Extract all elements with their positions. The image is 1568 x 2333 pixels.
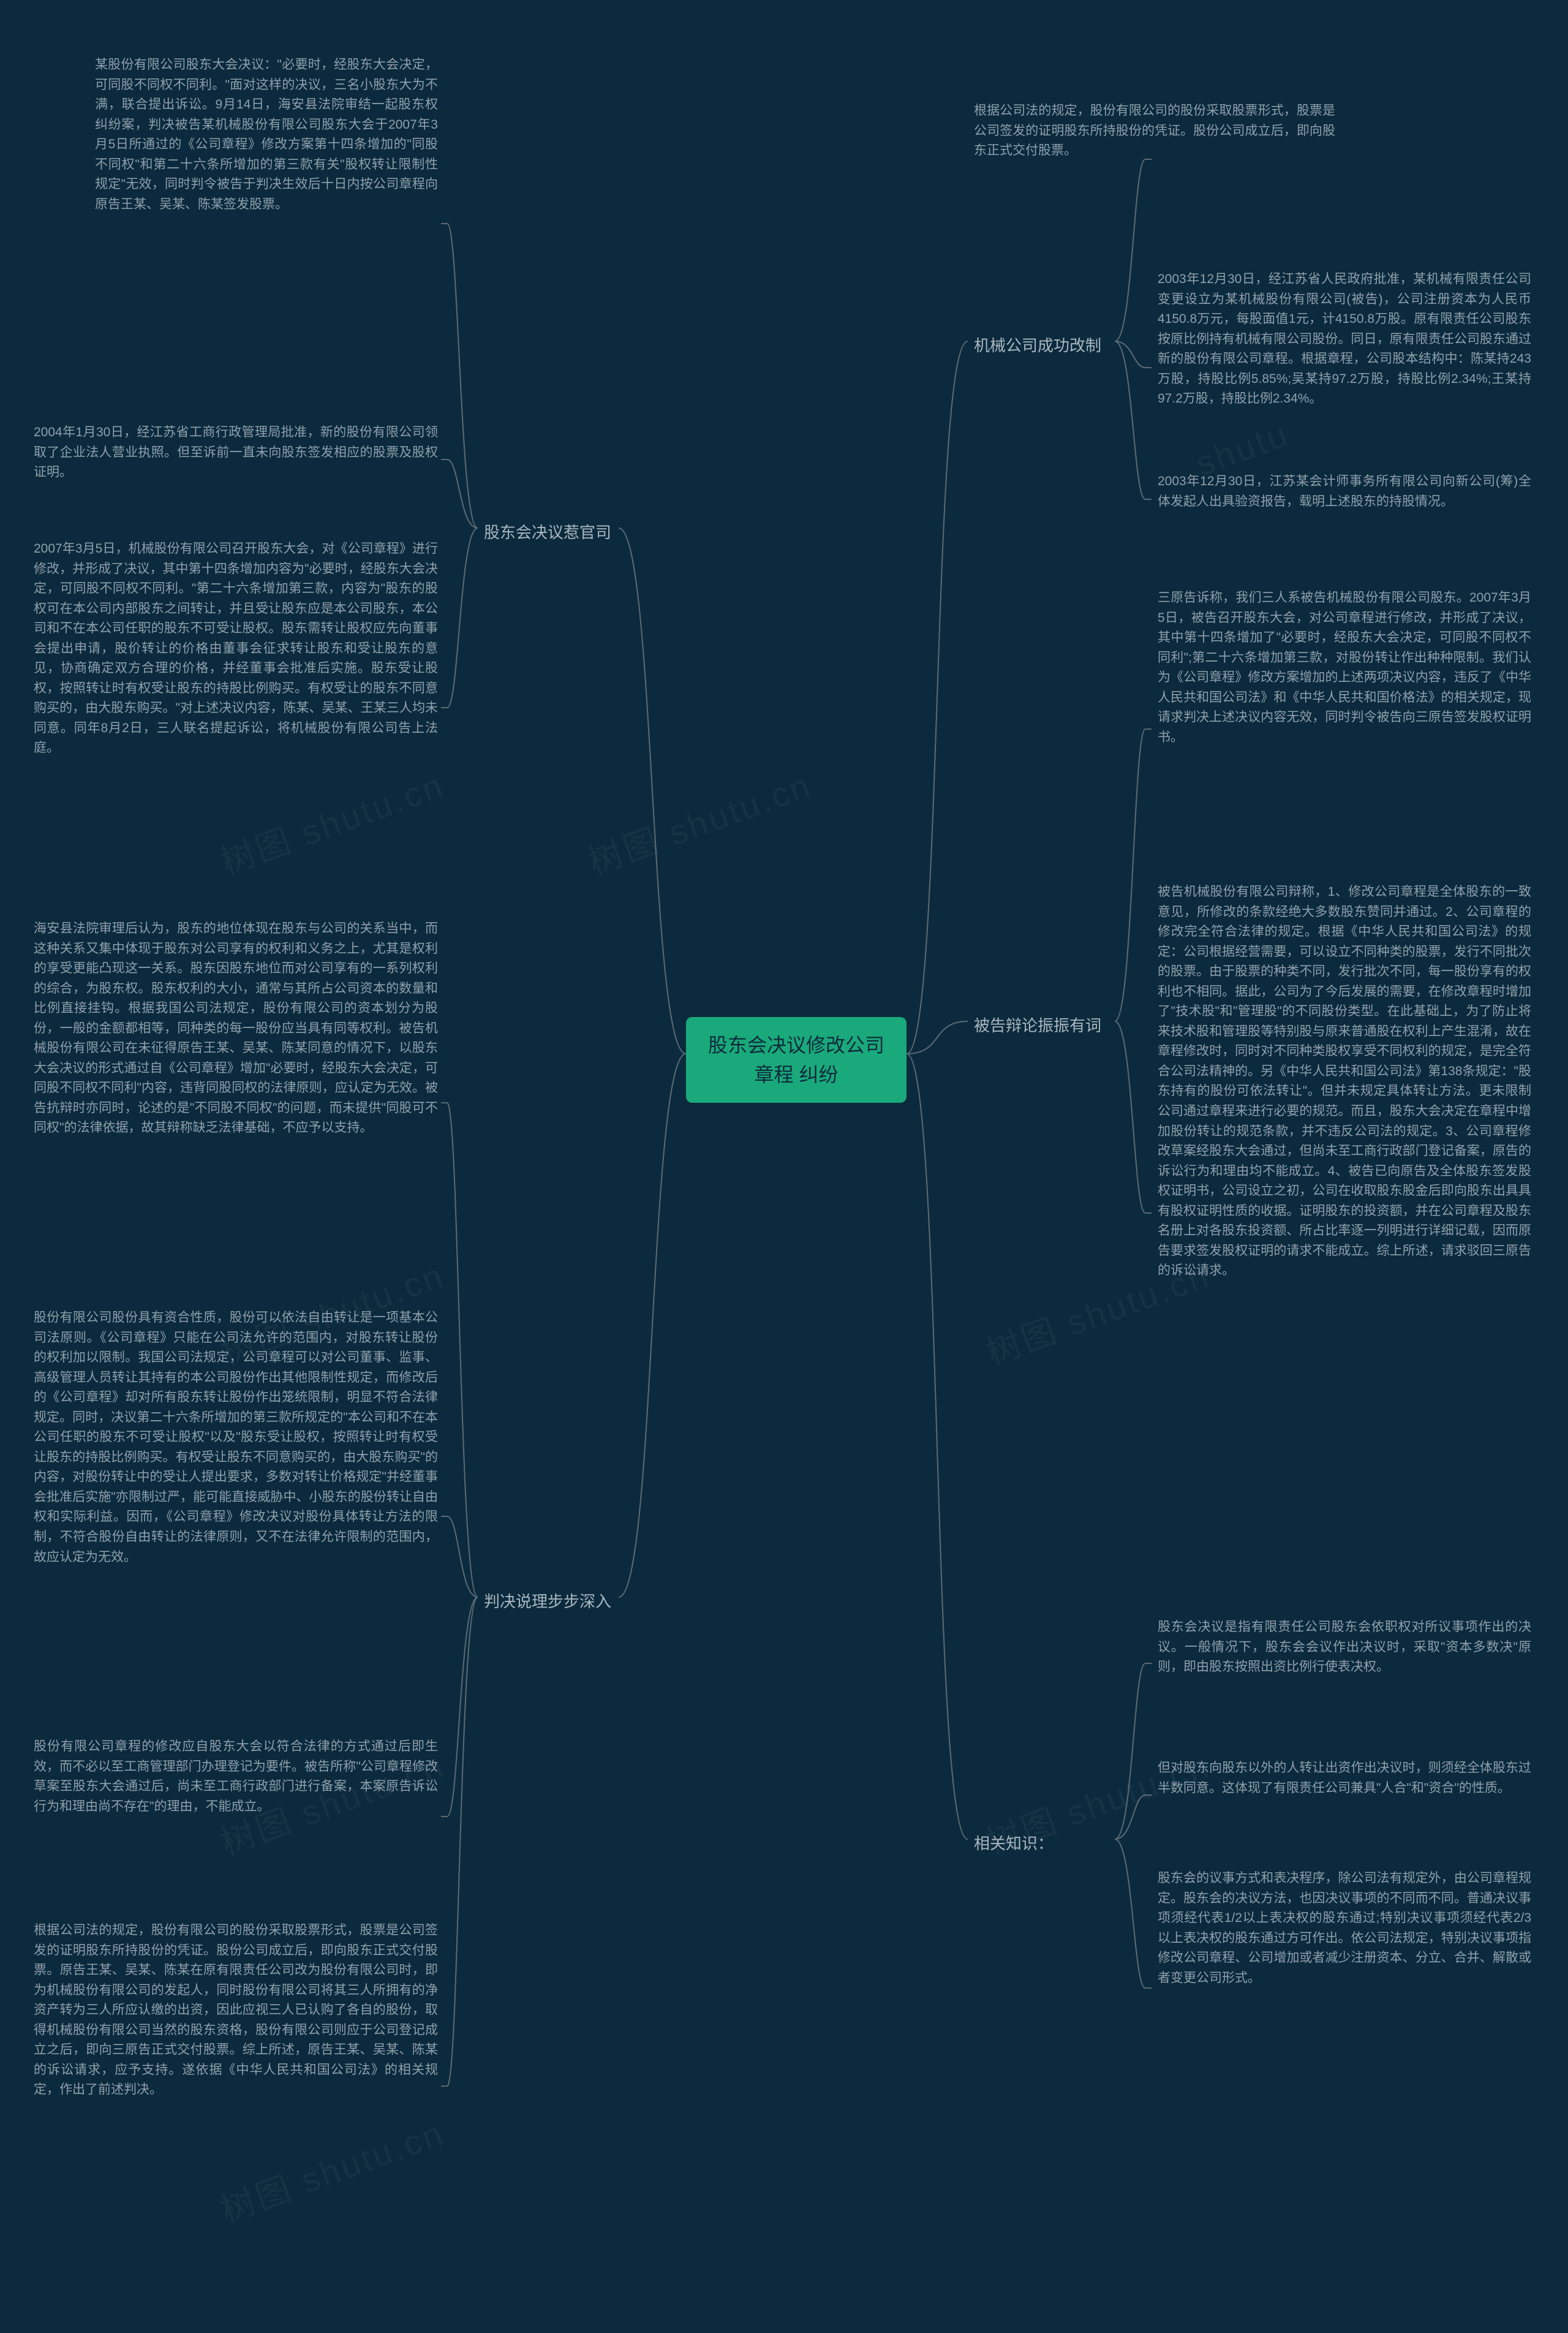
text-block: 股东会的议事方式和表决程序，除公司法有规定外，由公司章程规定。股东会的决议方法，… [1158, 1869, 1531, 1988]
text-block: 但对股东向股东以外的人转让出资作出决议时，则须经全体股东过半数同意。这体现了有限… [1158, 1758, 1531, 1798]
text-block: 股份有限公司章程的修改应自股东大会以符合法律的方式通过后即生效，而不必以至工商管… [34, 1737, 438, 1817]
text-block: 2007年3月5日，机械股份有限公司召开股东大会，对《公司章程》进行修改，并形成… [34, 539, 438, 758]
text-block: 股份有限公司股份具有资合性质，股份可以依法自由转让是一项基本公司法原则。《公司章… [34, 1308, 438, 1567]
text-block: 2004年1月30日，经江苏省工商行政管理局批准，新的股份有限公司领取了企业法人… [34, 423, 438, 483]
text-block: 海安县法院审理后认为，股东的地位体现在股东与公司的关系当中，而这种关系又集中体现… [34, 919, 438, 1138]
text-block: 2003年12月30日，江苏某会计师事务所有限公司向新公司(筹)全体发起人出具验… [1158, 472, 1531, 512]
watermark: 树图 shutu.cn [213, 758, 451, 885]
text-block: 根据公司法的规定，股份有限公司的股份采取股票形式，股票是公司签发的证明股东所持股… [974, 101, 1335, 161]
text-block: 某股份有限公司股东大会决议："必要时，经股东大会决定，可同股不同权不同利。"面对… [95, 55, 438, 214]
watermark: 树图 shutu.cn [213, 2106, 451, 2233]
center-node: 股东会决议修改公司章程 纠纷 [686, 1017, 907, 1103]
text-block: 被告机械股份有限公司辩称，1、修改公司章程是全体股东的一致意见，所修改的条款经绝… [1158, 882, 1531, 1281]
section-label: 被告辩论振振有词 [974, 1014, 1101, 1038]
section-label: 机械公司成功改制 [974, 334, 1101, 358]
text-block: 股东会决议是指有限责任公司股东会依职权对所议事项作出的决议。一般情况下，股东会会… [1158, 1617, 1531, 1677]
text-block: 根据公司法的规定，股份有限公司的股份采取股票形式，股票是公司签发的证明股东所持股… [34, 1921, 438, 2100]
section-label: 股东会决议惹官司 [484, 521, 611, 545]
text-block: 三原告诉称，我们三人系被告机械股份有限公司股东。2007年3月5日，被告召开股东… [1158, 588, 1531, 747]
section-label: 判决说理步步深入 [484, 1590, 611, 1614]
watermark: 树图 shutu.cn [581, 758, 818, 885]
text-block: 2003年12月30日，经江苏省人民政府批准，某机械有限责任公司变更设立为某机械… [1158, 270, 1531, 409]
section-label: 相关知识： [974, 1832, 1054, 1856]
